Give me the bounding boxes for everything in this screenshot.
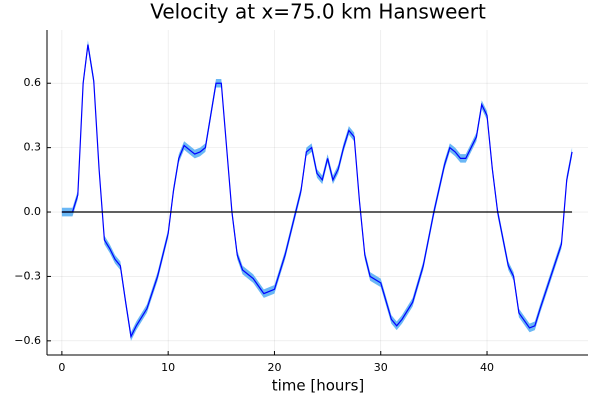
line (61, 44, 573, 339)
x-tick-label: 20 (267, 361, 281, 374)
x-tick-label: 0 (58, 361, 65, 374)
y-tick-label: 0.3 (24, 141, 42, 154)
chart-title: Velocity at x=75.0 km Hansweert (150, 0, 486, 24)
x-tick-label: 30 (374, 361, 388, 374)
y-tick-label: −0.3 (14, 269, 41, 282)
x-tick-label: 10 (161, 361, 175, 374)
y-tick-label: 0.0 (24, 205, 42, 218)
y-tick-label: 0.6 (24, 76, 42, 89)
y-tick-label: −0.6 (14, 334, 41, 347)
x-tick-label: 40 (480, 361, 494, 374)
x-axis-label: time [hours] (272, 377, 365, 395)
